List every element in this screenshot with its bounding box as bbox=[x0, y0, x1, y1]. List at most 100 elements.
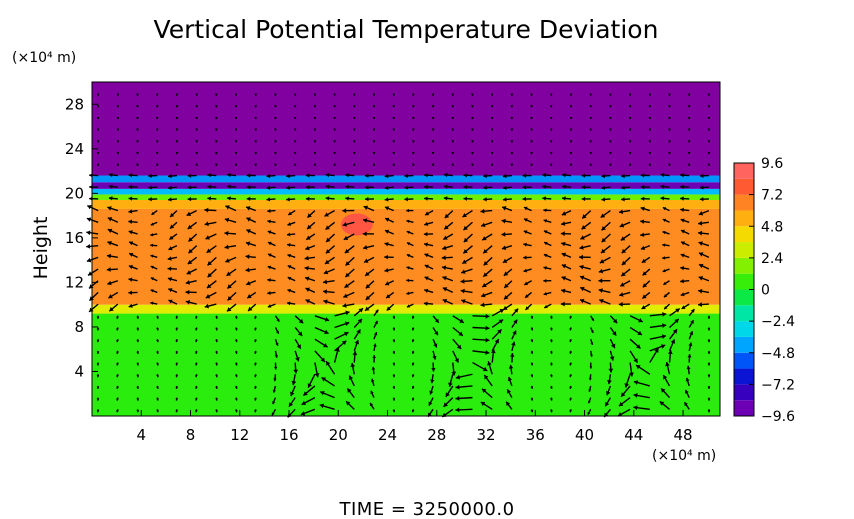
wind-vector bbox=[195, 350, 198, 354]
wind-vector bbox=[333, 105, 336, 108]
wind-vector bbox=[322, 279, 335, 285]
wind-vector bbox=[579, 286, 592, 294]
wind-vector bbox=[246, 184, 256, 190]
wind-vector bbox=[501, 206, 513, 212]
wind-vector bbox=[346, 387, 355, 399]
wind-vector bbox=[569, 163, 573, 166]
wind-vector bbox=[342, 208, 355, 214]
wind-vector bbox=[579, 298, 591, 305]
wind-vector bbox=[195, 105, 199, 108]
wind-vector bbox=[343, 291, 355, 298]
wind-vector bbox=[411, 339, 415, 343]
wind-vector bbox=[649, 312, 667, 317]
wind-vector bbox=[550, 339, 553, 343]
wind-vector bbox=[569, 327, 573, 331]
wind-vector bbox=[452, 315, 465, 324]
wind-vector bbox=[324, 209, 335, 217]
wind-vector bbox=[668, 140, 671, 143]
wind-vector bbox=[431, 362, 436, 372]
wind-vector bbox=[234, 152, 238, 155]
wind-vector bbox=[640, 184, 650, 190]
wind-vector bbox=[205, 291, 217, 299]
wind-vector bbox=[116, 140, 120, 143]
wind-vector bbox=[649, 348, 659, 363]
wind-vector bbox=[96, 385, 100, 390]
wind-vector bbox=[530, 350, 534, 354]
wind-vector bbox=[560, 288, 572, 294]
layer-2 bbox=[92, 208, 720, 305]
wind-vector bbox=[508, 364, 514, 375]
wind-vector bbox=[207, 268, 217, 278]
wind-vector bbox=[524, 291, 533, 299]
wind-vector bbox=[254, 140, 258, 143]
wind-vector bbox=[430, 374, 435, 384]
wind-vector bbox=[293, 152, 297, 155]
wind-vector bbox=[254, 327, 257, 331]
wind-vector bbox=[108, 196, 118, 201]
wind-vector bbox=[569, 140, 573, 143]
wind-vector bbox=[150, 289, 158, 294]
layer-4 bbox=[92, 194, 720, 201]
wind-vector bbox=[503, 291, 513, 300]
wind-vector bbox=[550, 374, 553, 378]
wind-vector bbox=[621, 185, 631, 190]
wind-vector bbox=[215, 374, 218, 378]
wind-vector bbox=[128, 209, 138, 214]
wind-vector bbox=[392, 362, 396, 366]
wind-vector bbox=[274, 350, 278, 358]
wind-vector bbox=[274, 105, 277, 108]
wind-vector bbox=[507, 376, 513, 387]
wind-vector bbox=[589, 105, 593, 108]
wind-vector bbox=[136, 374, 140, 378]
wind-vector bbox=[687, 163, 691, 166]
wind-vector bbox=[293, 93, 297, 96]
wind-vector bbox=[688, 308, 695, 317]
wind-vector bbox=[365, 280, 375, 289]
wind-vector bbox=[530, 93, 533, 96]
wind-vector bbox=[707, 350, 711, 354]
wind-vector bbox=[460, 278, 473, 284]
wind-vector bbox=[392, 397, 396, 401]
wind-vector bbox=[373, 331, 378, 340]
wind-vector bbox=[156, 315, 159, 319]
wind-vector bbox=[204, 303, 217, 309]
colorbar-band bbox=[734, 368, 754, 385]
wind-vector bbox=[372, 93, 376, 96]
wind-vector bbox=[245, 206, 257, 212]
wind-vector bbox=[245, 280, 257, 286]
wind-vector bbox=[116, 105, 120, 108]
wind-vector bbox=[432, 350, 437, 360]
wind-vector bbox=[707, 374, 711, 378]
colorbar-tick-label: −4.8 bbox=[761, 346, 795, 362]
wind-vector bbox=[305, 184, 315, 190]
colorbar-tick-label: 9.6 bbox=[761, 156, 783, 172]
wind-vector bbox=[406, 278, 414, 283]
wind-vector bbox=[680, 266, 690, 271]
wind-vector bbox=[707, 409, 711, 413]
wind-vector bbox=[543, 266, 552, 270]
colorbar-band bbox=[734, 226, 754, 243]
wind-vector bbox=[680, 291, 690, 297]
wind-vector bbox=[589, 152, 593, 155]
wind-vector bbox=[648, 93, 652, 96]
wind-vector bbox=[561, 184, 572, 189]
wind-vector bbox=[451, 93, 455, 96]
wind-vector bbox=[392, 339, 396, 343]
wind-vector bbox=[116, 362, 119, 366]
wind-vector bbox=[128, 184, 138, 190]
wind-vector bbox=[688, 342, 693, 352]
wind-vector bbox=[175, 163, 179, 166]
layer-3 bbox=[92, 200, 720, 209]
wind-vector bbox=[294, 327, 303, 337]
wind-vector bbox=[227, 172, 237, 178]
wind-vector bbox=[629, 326, 643, 336]
wind-vector bbox=[155, 93, 159, 96]
wind-vector bbox=[404, 185, 414, 190]
wind-vector bbox=[286, 173, 296, 179]
wind-vector bbox=[412, 93, 415, 96]
wind-vector bbox=[699, 185, 709, 190]
wind-vector bbox=[680, 241, 690, 247]
wind-vector bbox=[628, 116, 632, 120]
wind-vector bbox=[234, 397, 238, 401]
wind-vector bbox=[392, 327, 396, 331]
